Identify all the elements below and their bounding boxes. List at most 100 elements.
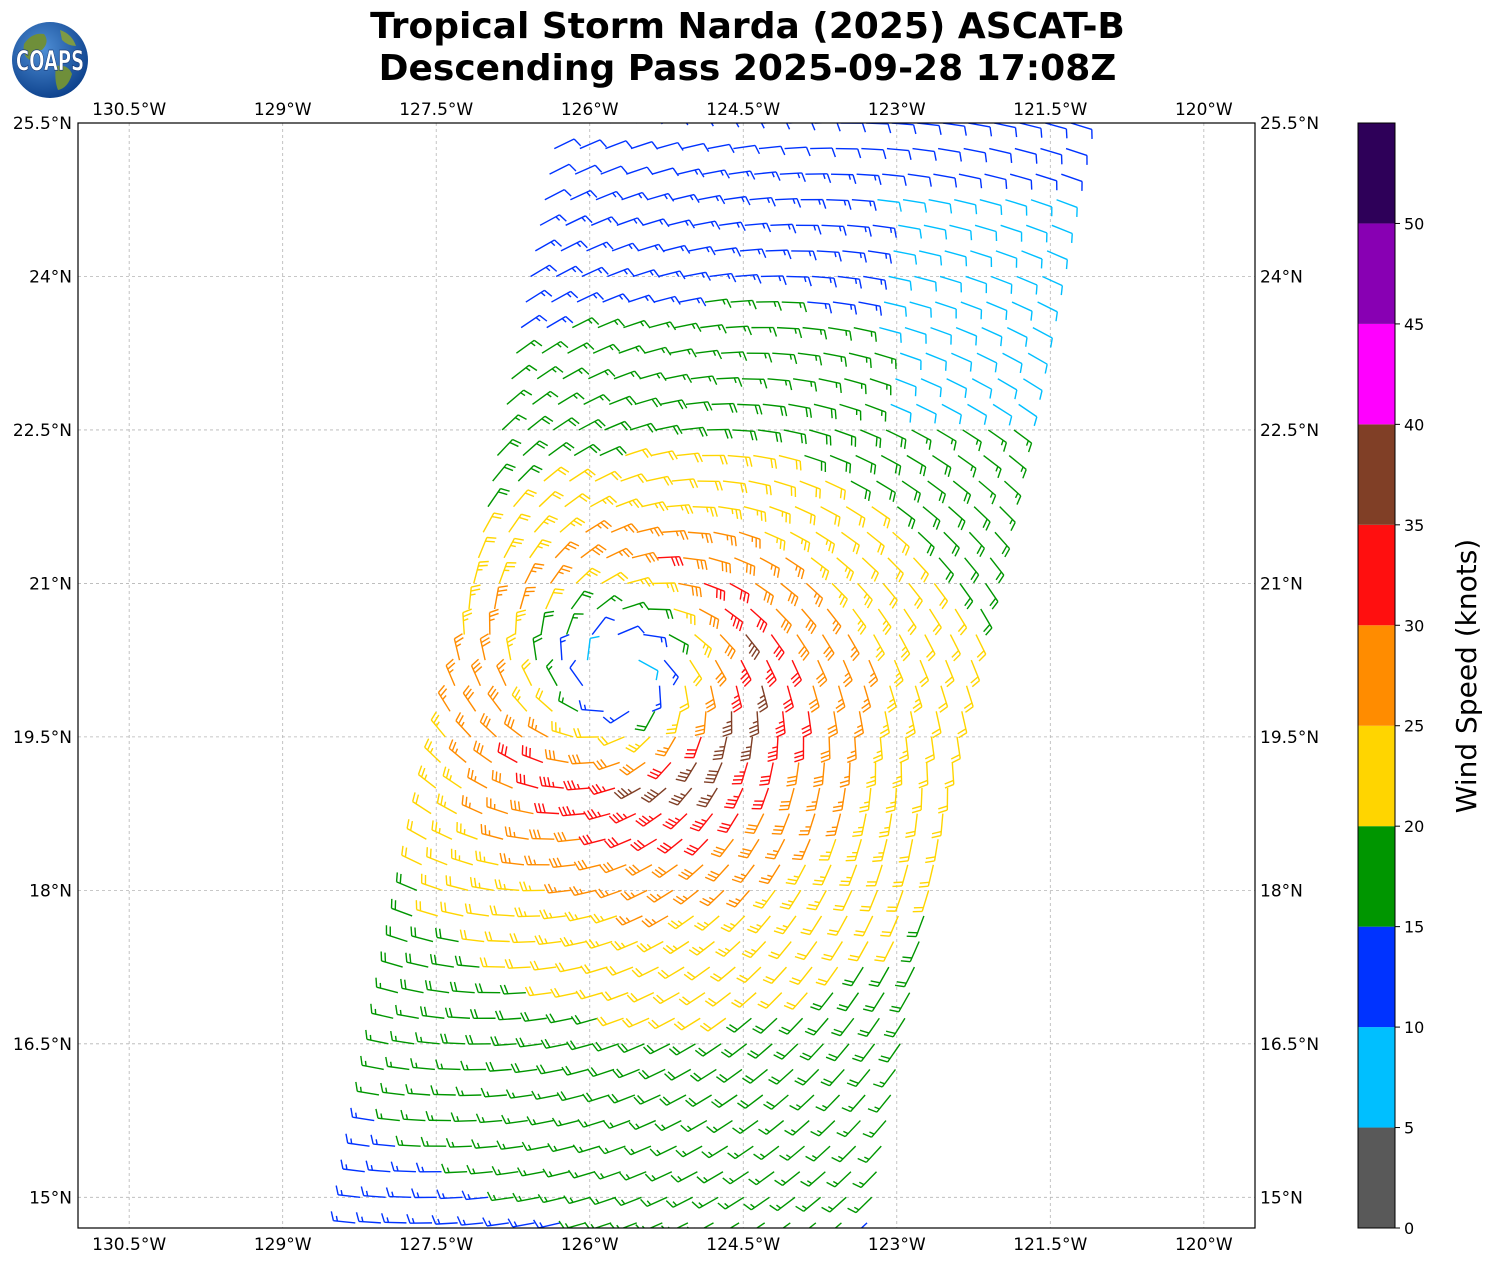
barb-half-feather bbox=[620, 1199, 626, 1205]
wind-barb bbox=[804, 1017, 829, 1036]
barb-feather bbox=[527, 716, 531, 727]
barb-feather bbox=[679, 702, 689, 709]
wind-barb bbox=[469, 877, 494, 892]
wind-barb bbox=[694, 711, 707, 737]
wind-barb bbox=[609, 1222, 637, 1228]
wind-barb bbox=[566, 1040, 594, 1051]
barb-feather bbox=[974, 204, 978, 215]
barb-feather bbox=[810, 1006, 820, 1011]
barb-staff bbox=[755, 1222, 766, 1228]
wind-barb bbox=[696, 787, 718, 808]
barb-feather bbox=[693, 478, 699, 488]
barb-half-feather bbox=[731, 508, 734, 515]
wind-barb bbox=[970, 250, 993, 268]
barb-feather bbox=[401, 845, 404, 856]
barb-feather bbox=[719, 195, 726, 205]
wind-barb bbox=[636, 940, 664, 953]
barb-feather bbox=[654, 868, 664, 876]
wind-barb bbox=[515, 1037, 543, 1048]
barb-feather bbox=[918, 783, 928, 789]
barb-feather bbox=[785, 123, 791, 130]
wind-barb bbox=[967, 403, 988, 425]
barb-half-feather bbox=[607, 217, 612, 223]
barb-feather bbox=[724, 169, 730, 179]
barb-feather bbox=[1070, 233, 1073, 243]
barb-feather bbox=[782, 698, 792, 706]
barb-staff bbox=[928, 199, 951, 205]
barb-half-feather bbox=[644, 296, 649, 302]
colorbar-segment bbox=[1358, 826, 1395, 927]
barb-half-feather bbox=[832, 1180, 839, 1185]
barb-feather bbox=[791, 1231, 799, 1236]
wind-barb bbox=[657, 966, 685, 980]
barb-feather bbox=[668, 818, 678, 824]
wind-barb bbox=[707, 143, 735, 154]
barb-half-feather bbox=[856, 724, 863, 729]
barb-feather bbox=[759, 620, 765, 631]
barb-feather bbox=[738, 621, 744, 632]
barb-half-feather bbox=[585, 573, 592, 577]
barb-staff bbox=[1023, 378, 1043, 392]
barb-feather bbox=[756, 274, 762, 284]
barb-feather bbox=[821, 1206, 831, 1213]
barb-feather bbox=[709, 246, 716, 256]
barb-feather bbox=[863, 253, 867, 263]
wind-barb bbox=[890, 403, 912, 423]
barb-feather bbox=[699, 1024, 709, 1032]
lat-tick-label-right: 15°N bbox=[1260, 1188, 1303, 1208]
barb-feather bbox=[553, 591, 563, 595]
barb-feather bbox=[644, 918, 653, 926]
barb-feather bbox=[554, 987, 561, 997]
barb-feather bbox=[747, 325, 753, 336]
barb-half-feather bbox=[583, 1121, 588, 1127]
barb-half-feather bbox=[889, 698, 895, 703]
barb-half-feather bbox=[595, 941, 600, 947]
barb-half-feather bbox=[446, 1167, 450, 1173]
barb-feather bbox=[670, 556, 676, 567]
wind-barb bbox=[651, 685, 662, 712]
barb-half-feather bbox=[528, 885, 532, 891]
wind-barb bbox=[610, 940, 638, 951]
wind-barb bbox=[606, 547, 634, 559]
barb-half-feather bbox=[832, 619, 837, 625]
barb-feather bbox=[385, 1056, 389, 1067]
barb-feather bbox=[544, 610, 555, 614]
barb-feather bbox=[556, 1092, 563, 1101]
barb-feather bbox=[617, 318, 625, 327]
wind-barb bbox=[842, 250, 867, 263]
wind-barb bbox=[575, 567, 601, 584]
wind-barb bbox=[498, 562, 517, 584]
barb-feather bbox=[587, 786, 595, 795]
barb-feather bbox=[1000, 205, 1003, 215]
barb-feather bbox=[500, 744, 504, 754]
barb-feather bbox=[489, 608, 499, 614]
barb-half-feather bbox=[543, 1196, 548, 1202]
barb-feather bbox=[892, 492, 896, 502]
barb-feather bbox=[759, 783, 769, 786]
barb-feather bbox=[701, 1151, 710, 1159]
wind-barb bbox=[973, 506, 991, 531]
barb-feather bbox=[944, 465, 949, 475]
wind-barb bbox=[533, 802, 560, 815]
wind-barb bbox=[610, 523, 639, 533]
barb-half-feather bbox=[764, 1128, 770, 1133]
barb-feather bbox=[360, 1186, 365, 1196]
barb-feather bbox=[798, 328, 803, 339]
barb-feather bbox=[883, 516, 888, 527]
wind-barb bbox=[878, 1043, 901, 1063]
wind-barb bbox=[802, 326, 828, 340]
barb-feather bbox=[866, 783, 876, 789]
barb-feather bbox=[620, 571, 629, 580]
barb-staff bbox=[758, 145, 781, 150]
barb-half-feather bbox=[561, 318, 567, 323]
wind-barb bbox=[673, 1017, 701, 1031]
barb-feather bbox=[445, 768, 450, 779]
wind-barb bbox=[633, 1094, 661, 1105]
wind-barb bbox=[638, 1068, 666, 1080]
barb-feather bbox=[591, 785, 599, 794]
barb-half-feather bbox=[609, 1122, 614, 1128]
barb-feather bbox=[773, 829, 783, 832]
barb-feather bbox=[746, 827, 756, 831]
barb-feather bbox=[514, 1063, 521, 1073]
wind-barb bbox=[763, 1094, 789, 1110]
